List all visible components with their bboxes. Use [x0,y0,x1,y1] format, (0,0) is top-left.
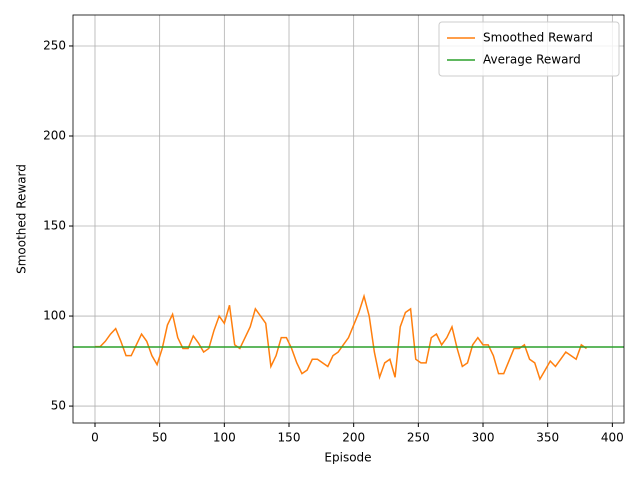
x-tick-label: 400 [601,431,624,445]
y-tick-label: 200 [43,128,66,142]
y-axis-label: Smoothed Reward [15,164,29,274]
x-tick-label: 250 [407,431,430,445]
y-tick-label: 150 [43,219,66,233]
y-tick-label: 250 [43,38,66,52]
x-tick-label: 50 [152,431,167,445]
plot-frame [72,14,625,424]
legend-label: Smoothed Reward [483,31,593,45]
x-tick-label: 100 [213,431,236,445]
x-tick-label: 200 [342,431,365,445]
line [94,293,587,381]
y-tick-label: 100 [43,309,66,323]
x-axis-label: Episode [324,451,371,465]
y-tick-label: 50 [51,399,66,413]
legend-label: Average Reward [483,53,581,67]
x-tick-label: 150 [278,431,301,445]
legend-box [438,21,620,77]
x-tick-label: 0 [91,431,99,445]
x-tick-label: 300 [472,431,495,445]
x-tick-label: 350 [536,431,559,445]
